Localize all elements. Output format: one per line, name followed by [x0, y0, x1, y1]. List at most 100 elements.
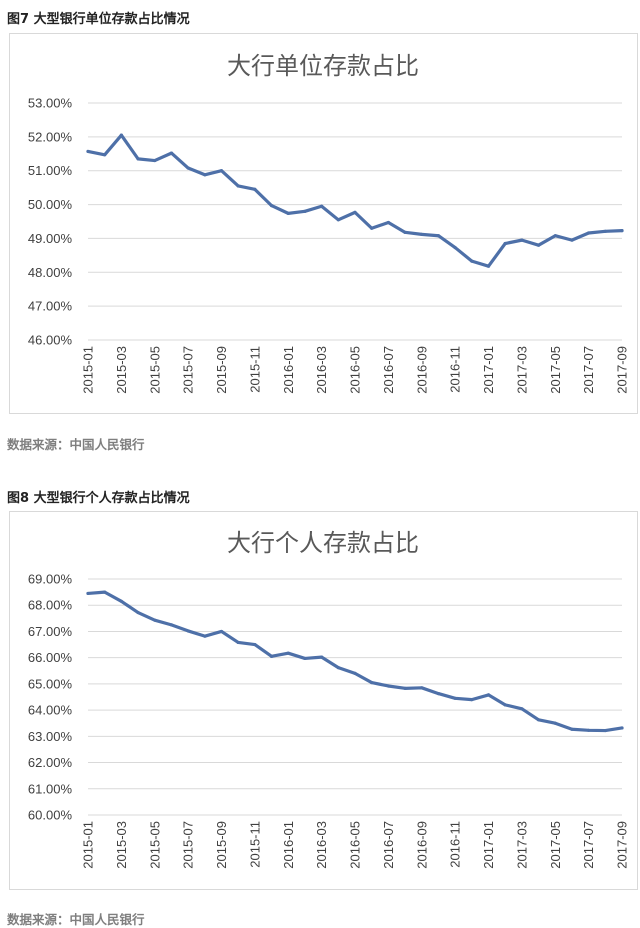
data-point: [436, 691, 441, 696]
data-point: [536, 718, 541, 722]
data-point: [219, 629, 224, 634]
data-point: [536, 243, 541, 247]
y-tick-label: 61.00%: [28, 781, 73, 796]
y-tick-label: 66.00%: [28, 650, 73, 665]
data-point: [136, 157, 140, 161]
data-point: [386, 220, 390, 225]
x-tick-label: 2015-07: [181, 821, 196, 869]
y-tick-label: 53.00%: [28, 96, 73, 111]
series-line: [86, 133, 624, 268]
y-tick-label: 46.00%: [28, 333, 73, 348]
data-point: [303, 656, 307, 661]
x-tick-label: 2015-05: [147, 346, 162, 394]
data-point: [436, 234, 441, 238]
x-tick-label: 2016-07: [381, 346, 396, 394]
y-tick-label: 48.00%: [28, 265, 73, 280]
y-tick-label: 50.00%: [28, 197, 73, 212]
x-tick-label: 2016-09: [414, 346, 429, 394]
y-tick-label: 63.00%: [28, 729, 73, 744]
line-chart-unit-deposit-share: 大行单位存款占比 46.00% 47.00% 48.00% 49.00% 50.00% 51…: [28, 52, 630, 394]
y-tick-label: 60.00%: [28, 808, 73, 823]
data-point: [353, 671, 357, 675]
data-point: [486, 693, 491, 697]
data-point: [470, 259, 474, 263]
data-point: [420, 686, 424, 690]
data-point: [153, 158, 157, 163]
x-tick-label: 2016-07: [381, 821, 396, 869]
x-tick-label: 2016-05: [348, 821, 363, 869]
x-tick-label: 2016-03: [314, 821, 329, 869]
data-point: [503, 703, 507, 707]
x-tick-label: 2017-03: [514, 821, 529, 869]
x-tick-label: 2016-05: [348, 346, 363, 394]
data-point: [303, 209, 307, 213]
data-point: [587, 231, 591, 235]
x-tick-label: 2015-11: [247, 346, 262, 393]
data-point: [570, 727, 574, 731]
y-tick-label: 65.00%: [28, 676, 73, 691]
data-point: [420, 232, 424, 236]
data-point: [286, 651, 290, 655]
x-tick-label: 2016-09: [414, 821, 429, 869]
data-point: [453, 245, 457, 250]
data-point: [119, 133, 123, 137]
x-tick-label: 2015-09: [214, 821, 229, 869]
y-tick-label: 49.00%: [28, 231, 73, 246]
x-tick-label: 2015-11: [247, 821, 262, 868]
x-tick-label: 2015-09: [214, 346, 229, 394]
x-tick-label: 2015-07: [181, 346, 196, 394]
chart-frame-personal-deposit-share: 大行个人存款占比 60.00% 61.00% 62.00% 63.00% 64.00% 65…: [9, 511, 638, 890]
y-tick-label: 68.00%: [28, 598, 73, 613]
x-tick-label: 2017-09: [615, 821, 630, 869]
data-point: [603, 728, 607, 733]
data-point: [253, 187, 257, 191]
x-tick-label: 2017-07: [581, 821, 596, 869]
data-point: [269, 203, 274, 208]
x-tick-label: 2015-03: [114, 821, 129, 869]
x-tick-label: 2016-01: [281, 821, 296, 869]
data-point: [86, 149, 90, 154]
data-point: [570, 238, 574, 242]
x-tick-label: 2015-03: [114, 346, 129, 394]
figure-caption: 图8 大型银行个人存款占比情况: [7, 491, 190, 506]
y-tick-label: 51.00%: [28, 163, 73, 178]
x-tick-label: 2016-11: [448, 346, 463, 393]
figure-caption: 图7 大型银行单位存款占比情况: [7, 12, 190, 27]
chart-title: 大行单位存款占比: [227, 52, 419, 80]
x-tick-label: 2017-09: [615, 346, 630, 394]
data-point: [403, 230, 407, 234]
data-point: [486, 264, 491, 268]
data-point: [520, 707, 524, 711]
y-tick-label: 52.00%: [28, 129, 73, 144]
data-point: [286, 211, 290, 215]
y-tick-label: 67.00%: [28, 624, 73, 639]
data-point: [103, 590, 107, 594]
x-tick-label: 2017-07: [581, 346, 596, 394]
data-point: [353, 210, 357, 214]
data-point: [253, 642, 257, 647]
data-point: [169, 151, 174, 155]
data-point: [219, 169, 224, 173]
line-chart-personal-deposit-share: 大行个人存款占比 60.00% 61.00% 62.00% 63.00% 64.00% 65…: [28, 529, 630, 869]
data-point: [403, 686, 407, 690]
data-point: [453, 696, 457, 700]
data-point: [203, 173, 207, 177]
x-tick-label: 2015-01: [81, 346, 96, 394]
y-tick-label: 64.00%: [28, 703, 73, 718]
x-tick-label: 2016-03: [314, 346, 329, 394]
data-point: [603, 229, 607, 233]
data-point: [320, 204, 324, 208]
data-point: [520, 238, 524, 242]
data-point: [470, 698, 474, 702]
data-point: [336, 666, 340, 670]
data-point: [186, 629, 190, 633]
data-point: [553, 234, 557, 238]
x-tick-label: 2017-01: [481, 821, 496, 869]
data-point: [386, 684, 390, 688]
chart-frame-unit-deposit-share: 大行单位存款占比 46.00% 47.00% 48.00% 49.00% 50.00% 51…: [9, 33, 638, 414]
data-point: [269, 654, 274, 658]
x-tick-label: 2016-01: [281, 346, 296, 394]
data-point: [620, 229, 624, 233]
data-point: [153, 618, 157, 622]
data-point: [86, 591, 90, 596]
